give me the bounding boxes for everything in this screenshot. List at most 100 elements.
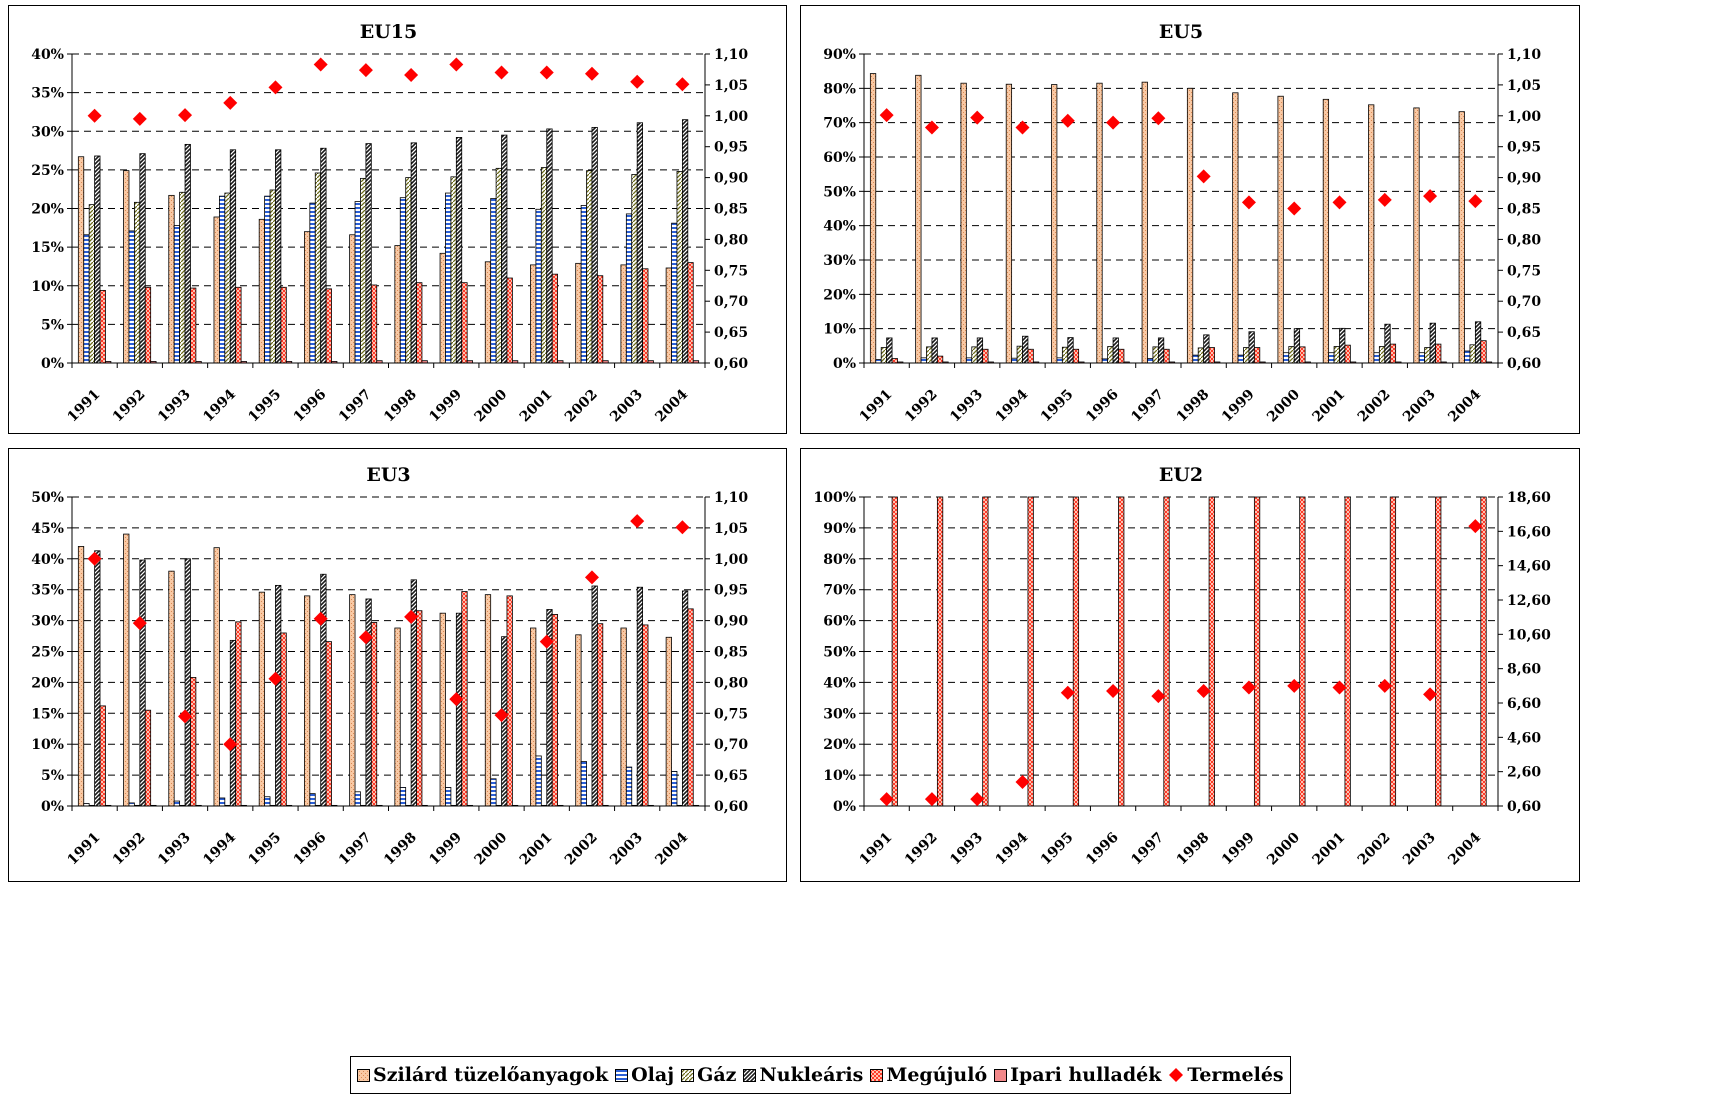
y-tick-label: 100% [813, 490, 856, 506]
bar [405, 177, 412, 364]
x-tick-label: 2001 [517, 387, 556, 426]
bar [936, 496, 944, 807]
y-tick-label: 25% [31, 163, 64, 179]
y2-tick-label: 12,60 [1507, 593, 1551, 609]
chart-panel-eu5: EU5 0% 10% 20% 30% 40% 50% 60% 70% 80% 90% 0,60 0,65… [800, 5, 1580, 434]
bar [354, 791, 361, 807]
termeles-marker [1060, 685, 1075, 700]
bar [490, 198, 497, 364]
bar [399, 197, 407, 364]
legend-item-megujulo: Megújuló [870, 1064, 987, 1086]
x-tick-label: 2001 [517, 830, 556, 869]
termeles-marker [1060, 113, 1075, 128]
bar [275, 584, 282, 807]
termeles-marker [539, 65, 554, 80]
bar [551, 273, 559, 364]
chart-eu2: EU2 0% 10% 20% 30% 40% 50% 60% 70% 80% 90% 100% 0,60… [813, 464, 1551, 869]
bar [99, 289, 106, 364]
bar [1429, 322, 1436, 364]
x-tick-label: 1995 [1038, 387, 1077, 426]
bar [982, 496, 989, 807]
y2-tick-label: 1,00 [714, 552, 748, 568]
bar [1418, 352, 1426, 364]
bar [1061, 346, 1069, 364]
bar [1192, 354, 1199, 364]
y2-tick-label: 1,10 [714, 490, 748, 506]
bar [320, 147, 327, 364]
bar [184, 558, 191, 807]
chart-panel-eu3: EU3 0% 5% 10% 15% 20% 25% 30% 35% 40% 45% 50% 0,60 0,… [8, 448, 787, 882]
bar [1469, 344, 1476, 364]
x-tick-label: 1993 [155, 387, 194, 426]
x-tick-label: 1995 [1038, 830, 1077, 869]
chart-title: EU2 [1159, 464, 1203, 486]
y2-tick-label: 0,60 [1507, 799, 1541, 815]
bar [77, 156, 85, 364]
bar [891, 496, 898, 807]
termeles-marker [87, 108, 102, 123]
x-tick-label: 1998 [381, 830, 420, 869]
termeles-marker [1287, 678, 1302, 693]
bar [83, 234, 90, 364]
bar [280, 286, 287, 364]
y2-tick-label: 0,95 [714, 140, 748, 156]
x-tick-label: 1992 [110, 830, 149, 869]
bar [349, 594, 356, 807]
y2-tick-label: 1,05 [714, 78, 748, 94]
bar [875, 359, 882, 364]
bar [128, 230, 135, 364]
x-tick-label: 1993 [947, 830, 986, 869]
x-tick-label: 1999 [1219, 830, 1258, 869]
termeles-marker [223, 737, 238, 752]
chart-title: EU5 [1159, 21, 1203, 43]
bar [869, 73, 877, 364]
y-tick-label: 60% [823, 150, 856, 166]
termeles-marker [1377, 192, 1392, 207]
bar [1208, 347, 1215, 364]
bar [1163, 348, 1170, 364]
y-tick-label: 40% [31, 552, 64, 568]
termeles-marker [404, 68, 419, 83]
bar [1118, 348, 1125, 364]
legend-item-szilard: Szilárd tüzelőanyagok [357, 1064, 608, 1086]
bar [580, 205, 587, 364]
y2-tick-label: 0,70 [714, 737, 748, 753]
y-tick-label: 30% [31, 614, 64, 630]
bar [1022, 335, 1029, 364]
bar [1373, 352, 1380, 364]
y2-tick-label: 0,85 [714, 202, 748, 218]
bar [173, 225, 181, 364]
termeles-marker [1423, 189, 1438, 204]
termeles-marker [539, 634, 554, 649]
bar [1344, 344, 1351, 364]
bar [530, 264, 537, 364]
bar [1208, 496, 1215, 807]
bar [190, 287, 197, 364]
termeles-marker [584, 66, 599, 81]
x-tick-label: 1991 [65, 830, 104, 869]
bar [139, 559, 146, 807]
bar [936, 355, 944, 364]
x-tick-label: 2002 [562, 387, 601, 426]
x-tick-label: 1999 [426, 387, 465, 426]
bar [1051, 84, 1058, 364]
termeles-marker [970, 110, 985, 125]
y-tick-label: 10% [31, 737, 64, 753]
y2-tick-label: 2,60 [1507, 765, 1541, 781]
x-tick-label: 2001 [1309, 830, 1348, 869]
bar [1147, 358, 1154, 364]
bar [264, 796, 271, 807]
bar [1328, 352, 1335, 364]
bar [439, 612, 446, 807]
y-tick-label: 5% [41, 768, 64, 784]
bar [501, 134, 508, 364]
termeles-marker [675, 520, 690, 535]
y2-tick-label: 0,70 [714, 294, 748, 310]
bar [1112, 337, 1119, 364]
bar [1384, 323, 1391, 364]
y2-tick-label: 0,90 [1507, 171, 1541, 187]
bar [676, 171, 683, 364]
termeles-marker [630, 514, 645, 529]
bar [184, 143, 191, 364]
x-tick-label: 2002 [562, 830, 601, 869]
